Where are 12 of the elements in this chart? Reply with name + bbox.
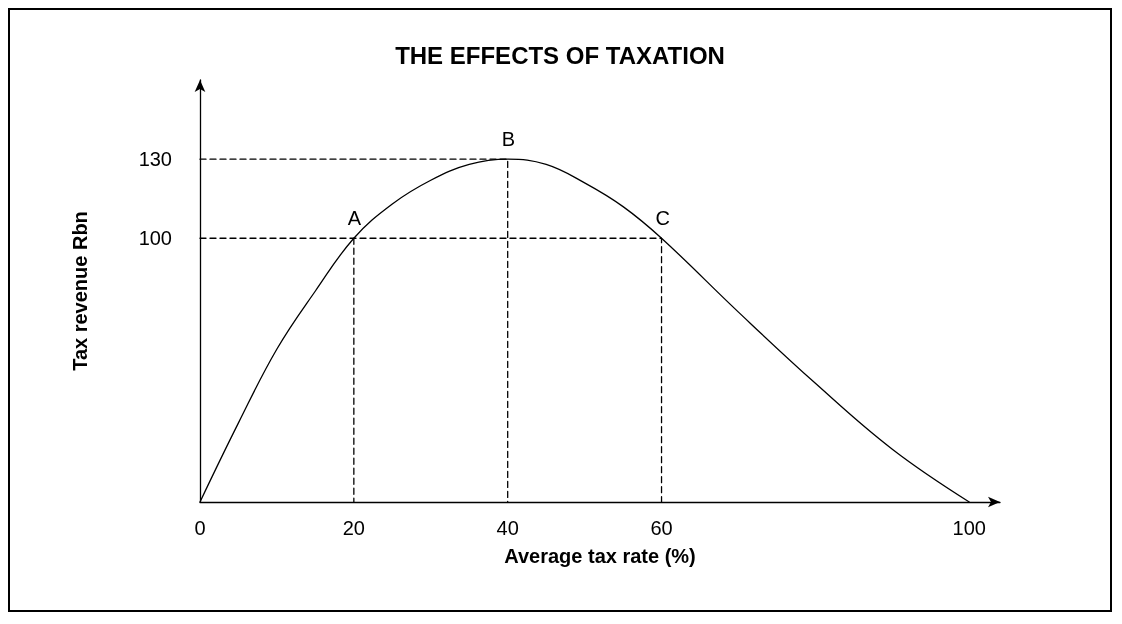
annotation: A	[347, 207, 362, 230]
chart-title: THE EFFECTS OF TAXATION	[395, 41, 725, 69]
x-tick-label: 40	[496, 517, 519, 539]
y-tick-label: 130	[138, 148, 172, 171]
x-tick-label: 20	[342, 517, 365, 539]
annotation: C	[655, 207, 670, 230]
x-tick-label: 60	[650, 517, 673, 539]
y-axis-title: Tax revenue Rbn	[69, 211, 91, 371]
x-axis-title: Average tax rate (%)	[504, 545, 696, 567]
x-tick-label: 0	[194, 517, 206, 539]
x-tick-label: 100	[952, 517, 986, 539]
annotation: B	[501, 128, 516, 151]
